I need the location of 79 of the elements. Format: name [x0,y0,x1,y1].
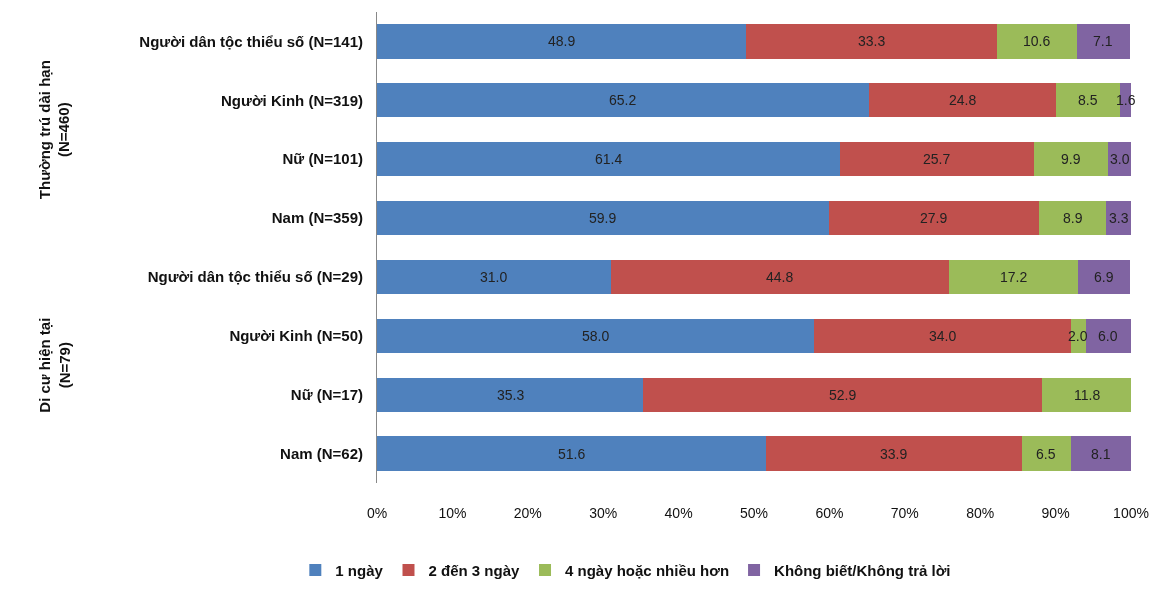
data-label: 59.9 [589,210,617,226]
x-tick-label: 0% [366,505,388,521]
x-tick-label: 40% [664,505,693,521]
bar [996,24,1077,59]
data-label: 6.0 [1098,328,1118,344]
data-label: 24.8 [949,92,977,108]
data-label: 48.9 [548,33,576,49]
legend-label: 4 ngày hoặc nhiều hơn [565,561,730,579]
legend-label: 2 đến 3 ngày [428,561,521,579]
text: Thường trú dài hạn (N=460) [35,60,73,200]
bar [377,436,767,471]
data-label: 8.1 [1091,446,1111,462]
data-label: 11.8 [1074,387,1101,403]
y-tick-label: Nữ (N=101) [282,150,363,168]
data-label: 8.9 [1063,210,1083,226]
legend-label: Không biết/Không trả lời [774,561,951,579]
data-label: 9.9 [1061,151,1081,167]
bar [1042,377,1131,412]
data-label: 8.5 [1078,92,1098,108]
data-label: 3.3 [1109,210,1129,226]
bar [1076,24,1131,59]
y-tick-label: Nam (N=359) [271,209,363,227]
bar [377,24,746,59]
bar [868,83,1056,118]
y-tick-label: Người Kinh (N=50) [229,327,363,345]
bar [839,142,1034,177]
x-tick-label: 90% [1041,505,1070,521]
bar [1033,142,1109,177]
bar [377,318,815,353]
text: Di cư hiện tại (N=79) [36,317,73,413]
bar [1021,436,1071,471]
bar [610,259,949,295]
y-tick-label: Nữ (N=17) [290,385,363,403]
x-tick-label: 80% [966,505,995,521]
legend-label: 1 ngày [335,561,384,579]
data-label: 31.0 [480,269,508,285]
data-label: 35.3 [497,387,525,403]
data-label: 33.9 [880,446,908,462]
x-tick-label: 20% [513,505,542,521]
y-tick-label: Người dân tộc thiểu số (N=141) [139,32,363,50]
bar [1078,259,1131,295]
data-label: 51.6 [558,446,586,462]
data-label: 10.6 [1023,33,1051,49]
x-tick-label: 30% [589,505,618,521]
bar [828,200,1040,236]
data-label: 27.9 [920,210,948,226]
x-tick-label: 10% [438,505,467,521]
y-tick-label: Người Kinh (N=319) [221,91,363,109]
y-tick-label: Nam (N=62) [280,444,363,462]
bar [377,83,869,118]
data-label: 34.0 [929,328,957,344]
x-tick-label: 100% [1113,505,1149,521]
data-label: 52.9 [829,387,857,403]
data-label: 7.1 [1093,33,1113,49]
bar [948,259,1079,295]
data-label: 6.5 [1036,446,1056,462]
bar [766,436,1022,471]
y-tick-label: Người dân tộc thiểu số (N=29) [147,268,363,286]
bar [1070,436,1131,471]
bar [1085,318,1131,353]
bar [1039,200,1107,236]
bar [643,377,1043,412]
bar [377,200,829,236]
x-tick-label: 50% [739,505,769,521]
data-label: 61.4 [595,151,623,167]
data-label: 44.8 [766,269,794,285]
data-label: 17.2 [1000,269,1028,285]
bar [745,24,997,59]
data-label: 6.9 [1094,269,1114,285]
bar [377,142,840,177]
x-tick-label: 60% [815,505,844,521]
data-label: 58.0 [582,328,610,344]
data-label: 33.3 [858,33,886,49]
data-label: 65.2 [609,92,637,108]
bar [377,259,611,295]
x-tick-label: 70% [890,505,919,521]
bar [377,377,644,412]
data-label: 3.0 [1110,151,1130,167]
data-label: 25.7 [923,151,951,167]
